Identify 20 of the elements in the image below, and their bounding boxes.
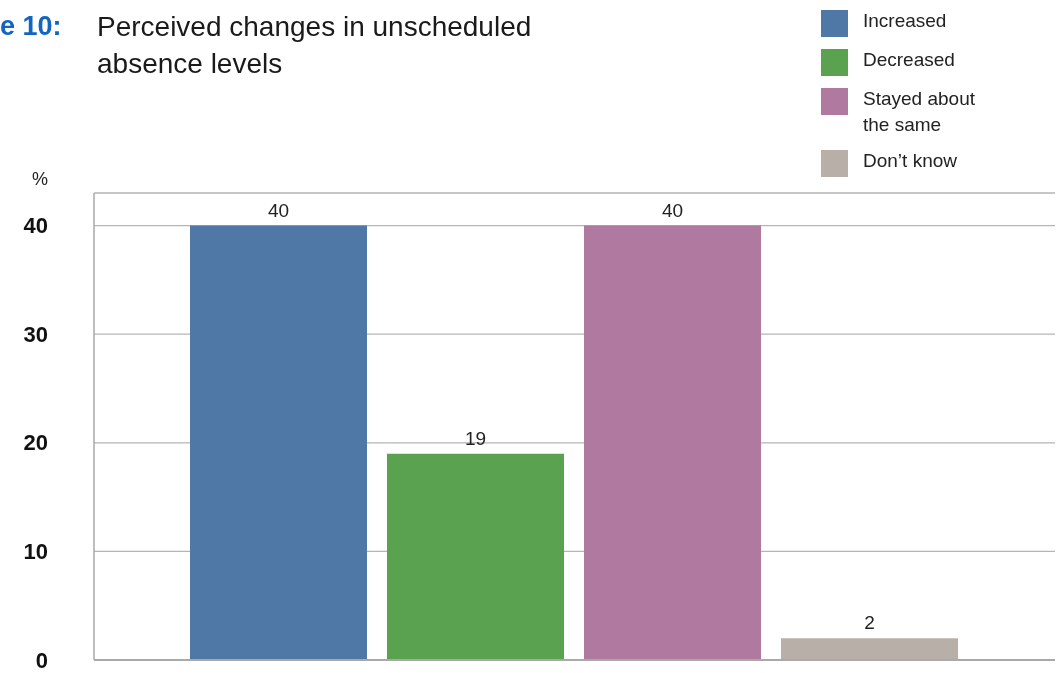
y-tick-label: 10 <box>23 538 48 564</box>
y-tick-label: 0 <box>35 647 48 673</box>
y-tick-label: 20 <box>23 430 48 456</box>
y-tick-label: 40 <box>23 213 48 239</box>
bar <box>190 225 367 660</box>
y-tick-label: 30 <box>23 321 48 347</box>
legend-label: Stayed about the same <box>863 87 976 137</box>
data-label: 2 <box>864 612 875 634</box>
legend-label: Don’t know <box>863 149 958 173</box>
data-label: 40 <box>267 199 290 221</box>
data-label: 19 <box>464 427 487 449</box>
chart-title: Perceived changes in unscheduled absence levels <box>97 10 533 81</box>
text: e 10: <box>0 10 62 43</box>
bar <box>584 225 761 660</box>
bar <box>387 453 564 660</box>
legend-label: Decreased <box>863 48 956 72</box>
y-axis-title: % <box>31 168 49 190</box>
bar <box>781 638 958 660</box>
data-label: 40 <box>661 199 684 221</box>
legend-label: Increased <box>863 9 948 33</box>
